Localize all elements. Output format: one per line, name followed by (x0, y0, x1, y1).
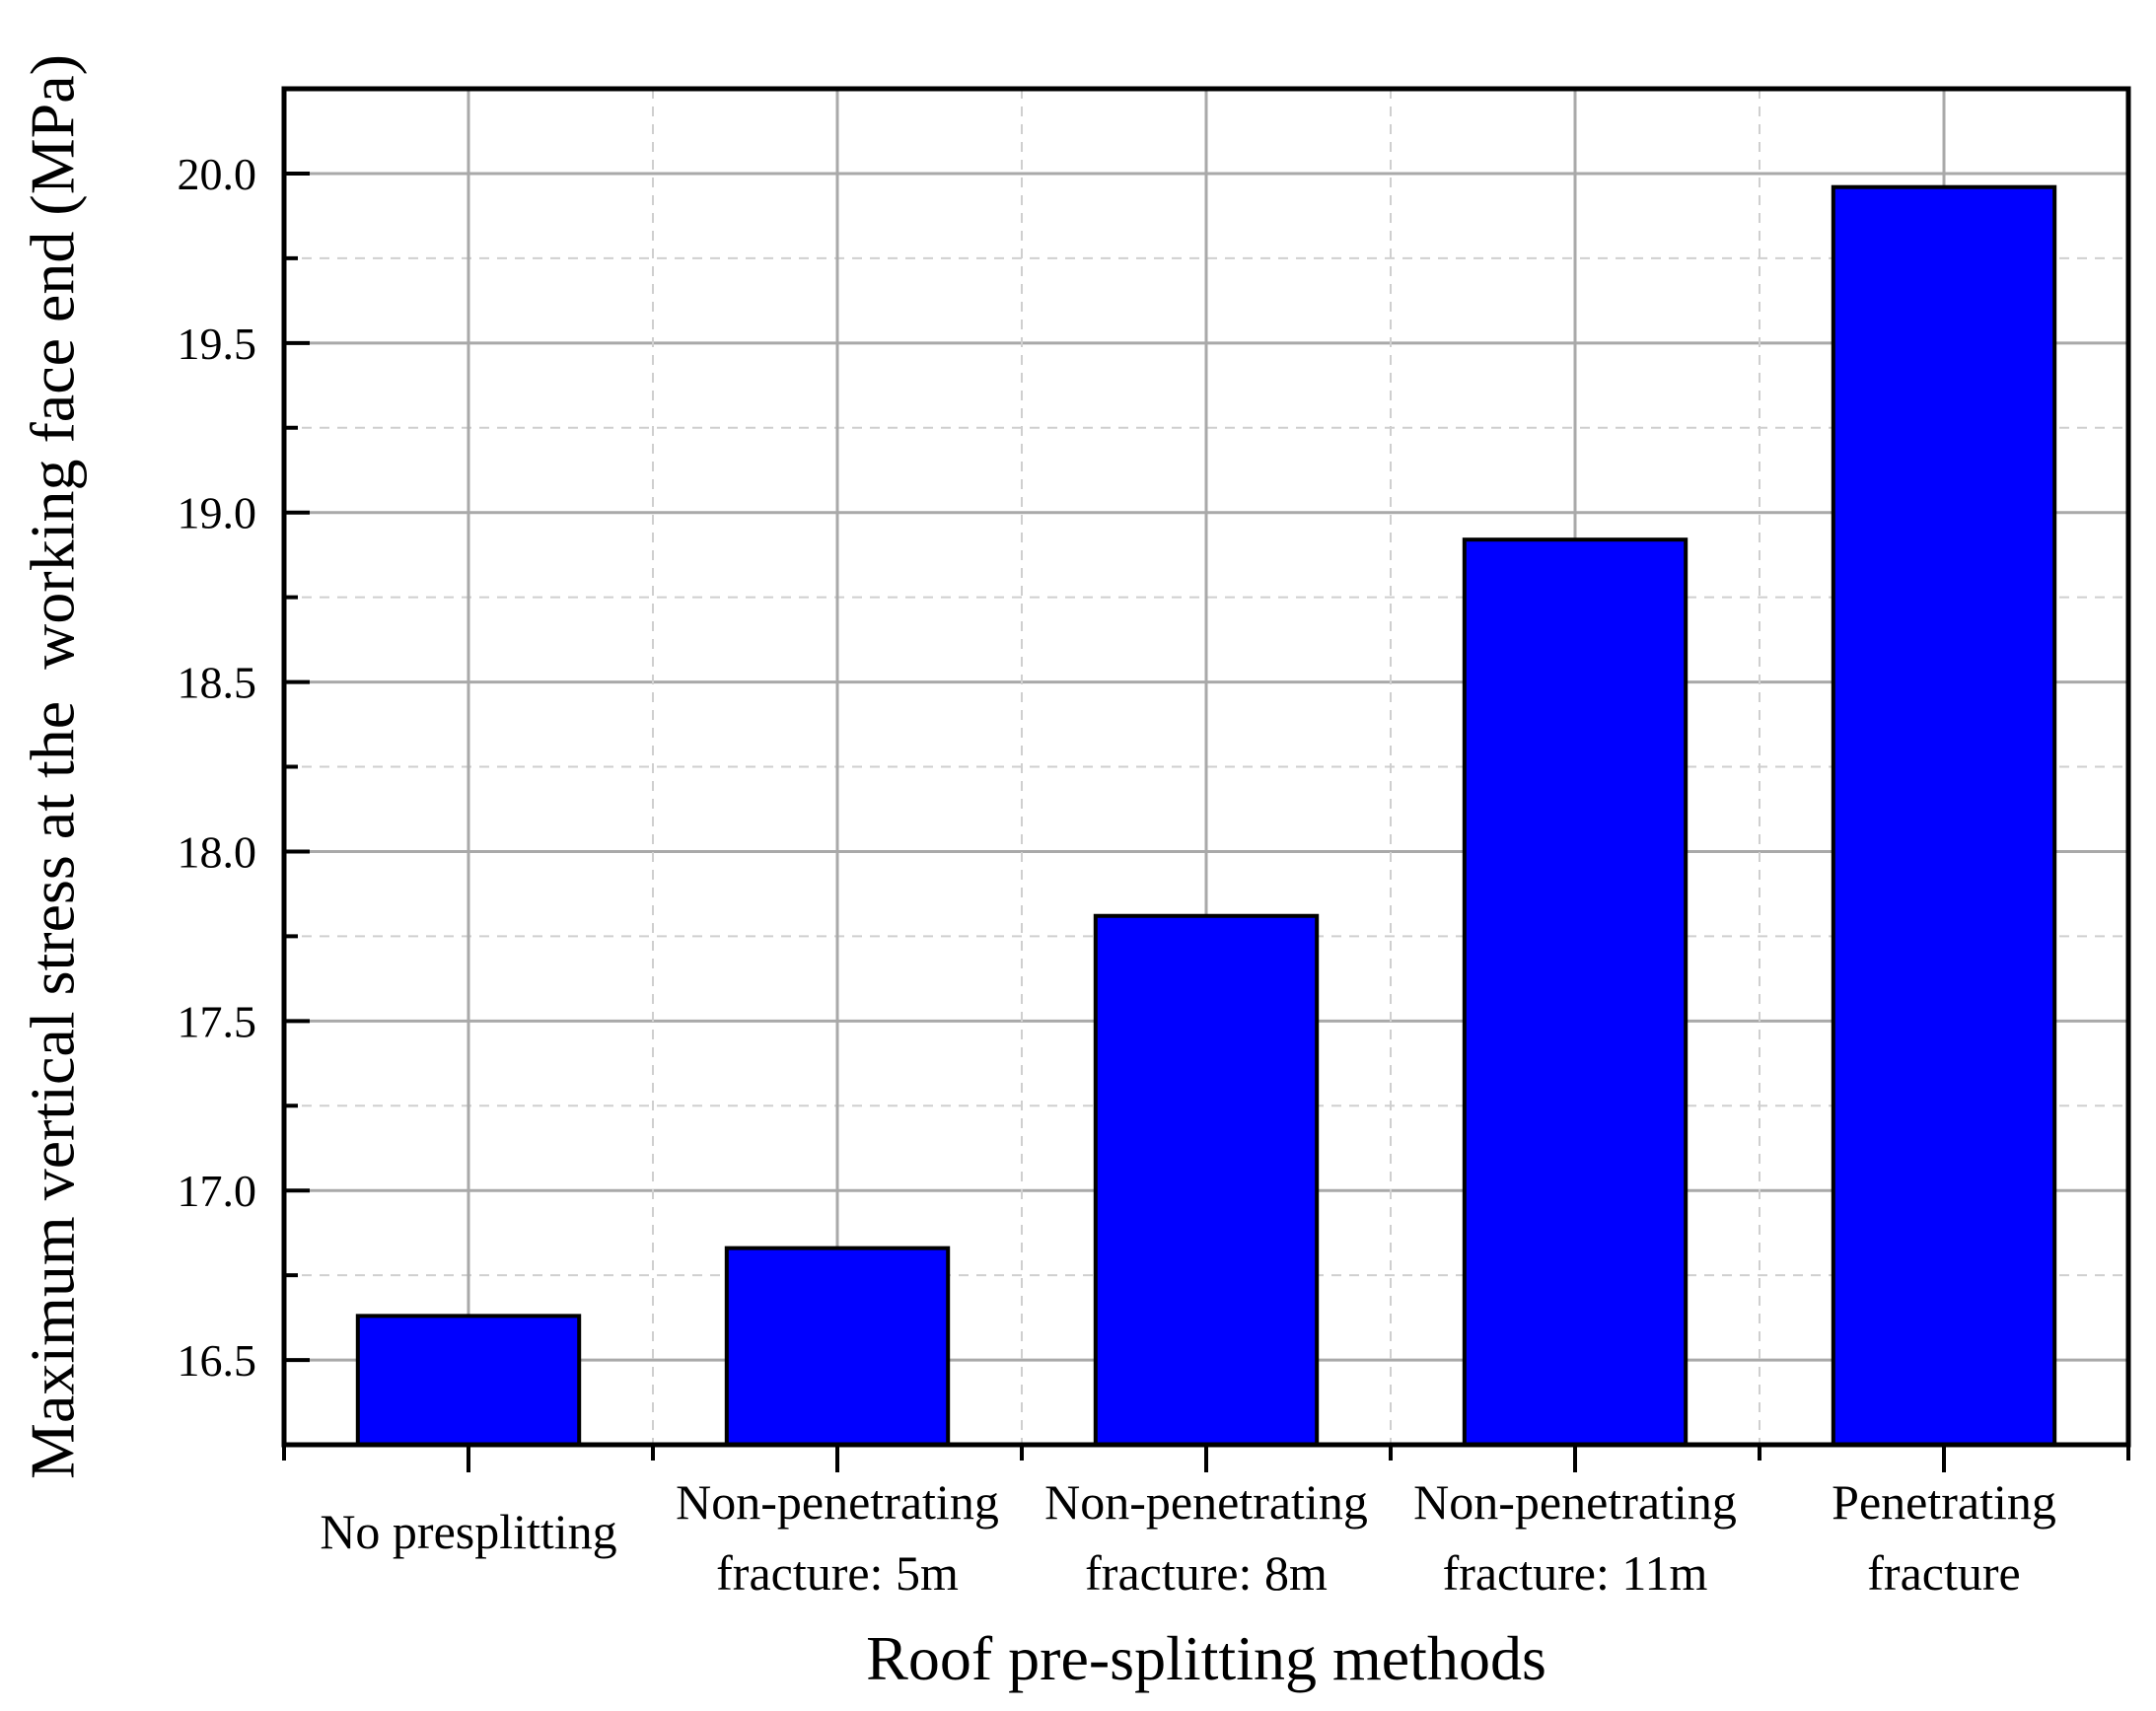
bars-layer (355, 184, 2057, 1447)
bar (1093, 913, 1320, 1447)
y-tick-label: 19.0 (178, 488, 257, 538)
x-category-label-line: Penetrating (1832, 1474, 2056, 1530)
labels-layer: 16.5 17.0 17.5 18.0 18.5 19.0 19.5 20.0 No presp… (178, 149, 2056, 1601)
x-category-label-line: Non-penetrating (676, 1474, 999, 1530)
x-category-label: Non-penetrating fracture: 5m (676, 1474, 999, 1601)
ticks-layer (282, 171, 2130, 1472)
y-tick-label: 19.5 (178, 319, 257, 369)
y-axis-title: Maximum vertical stress at the working f… (18, 54, 88, 1479)
y-tick-label: 18.5 (178, 658, 257, 708)
y-tick-label: 20.0 (178, 149, 257, 199)
bar (1462, 537, 1689, 1447)
x-category-label-line: fracture: 5m (716, 1545, 959, 1601)
y-tick-label: 16.5 (178, 1335, 257, 1386)
x-category-label-line: fracture: 11m (1443, 1545, 1708, 1601)
x-category-label: Penetrating fracture (1832, 1474, 2056, 1601)
y-tick-label: 18.0 (178, 826, 257, 877)
x-category-label-line: fracture: 8m (1085, 1545, 1328, 1601)
y-tick-label: 17.0 (178, 1166, 257, 1216)
x-category-label: Non-penetrating fracture: 8m (1044, 1474, 1368, 1601)
bar (1831, 184, 2057, 1447)
bar (355, 1314, 582, 1447)
x-axis-title: Roof pre-splitting methods (866, 1623, 1546, 1693)
x-category-label-line: fracture (1867, 1545, 2020, 1601)
x-category-label: No presplitting (320, 1504, 616, 1559)
y-tick-label: 17.5 (178, 996, 257, 1046)
x-category-label-line: Non-penetrating (1413, 1474, 1737, 1530)
x-category-label: Non-penetrating fracture: 11m (1413, 1474, 1737, 1601)
x-category-label-line: Non-penetrating (1044, 1474, 1368, 1530)
bar (724, 1246, 951, 1447)
